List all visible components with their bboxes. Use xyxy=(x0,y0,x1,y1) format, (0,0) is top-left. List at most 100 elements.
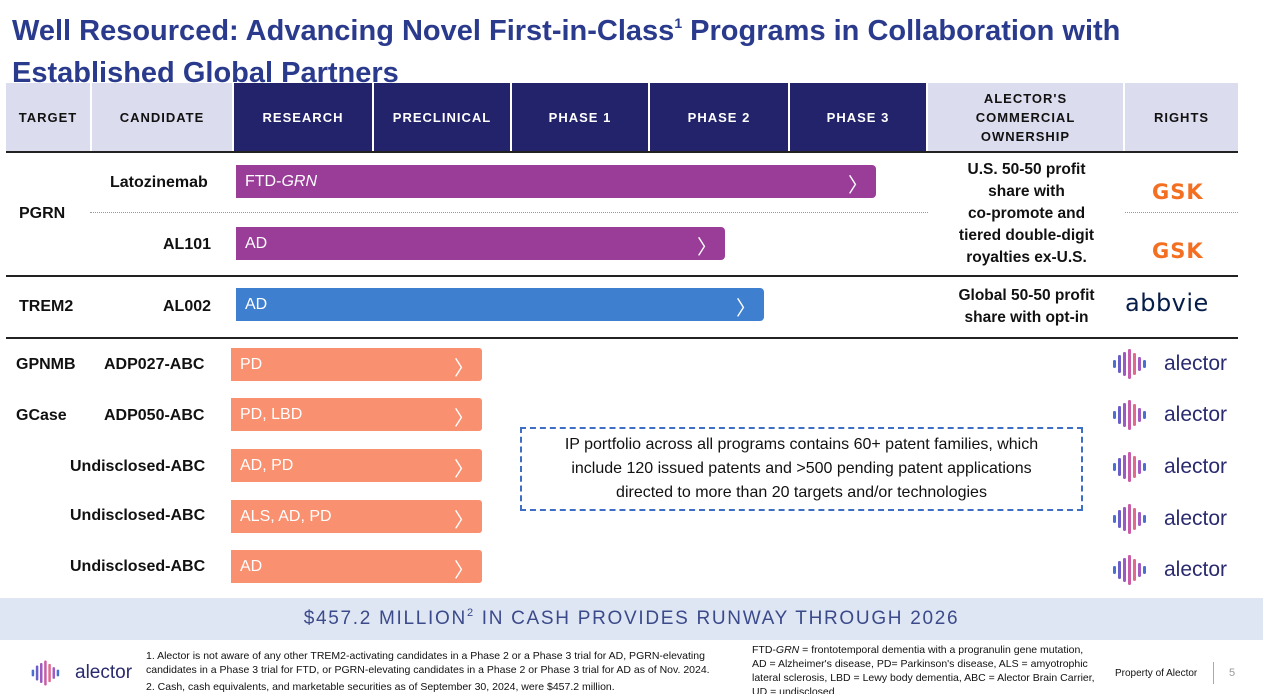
header-rights: RIGHTS xyxy=(1125,83,1238,151)
row-divider xyxy=(90,212,928,213)
abbvie-logo: abbvie xyxy=(1125,289,1209,317)
chevron-right-icon: 〉 xyxy=(697,235,717,259)
row-divider xyxy=(1125,212,1238,213)
ownership-line: share with opt-in xyxy=(964,309,1089,326)
chevron-right-icon: 〉 xyxy=(848,173,868,197)
header-preclinical: PRECLINICAL xyxy=(374,83,510,151)
footnote-line: 1. Alector is not aware of any other TRE… xyxy=(146,650,705,662)
alector-mark-icon xyxy=(1113,555,1146,585)
indication-label: ALS, AD, PD xyxy=(240,507,332,525)
ownership-line: co-promote and xyxy=(967,205,1086,222)
alector-wordmark: alector xyxy=(1164,455,1228,478)
table-rule xyxy=(6,337,1238,339)
indication-label: AD, PD xyxy=(240,456,294,474)
header-research: RESEARCH xyxy=(234,83,372,151)
program-bar-al101: AD 〉 xyxy=(236,227,725,260)
header-candidate: CANDIDATE xyxy=(92,83,232,151)
footnote-1: 1. Alector is not aware of any other TRE… xyxy=(146,649,736,677)
cash-runway-text: $457.2 MILLION2 IN CASH PROVIDES RUNWAY … xyxy=(0,607,1263,630)
header-target: TARGET xyxy=(6,83,90,151)
indication-label: PD, LBD xyxy=(240,405,303,423)
chevron-right-icon: 〉 xyxy=(454,457,474,481)
alector-logo: alector xyxy=(1111,450,1227,484)
target-trem2: TREM2 xyxy=(19,298,74,315)
abbr-line: lateral sclerosis, LBD = Lewy body demen… xyxy=(752,672,1095,684)
target-gcase: GCase xyxy=(16,407,67,424)
abbreviations: FTD-GRN = frontotemporal dementia with a… xyxy=(752,643,1112,694)
ownership-line: tiered double-digit xyxy=(958,227,1095,244)
program-bar-adp050: PD, LBD 〉 xyxy=(231,398,482,431)
page-title: Well Resourced: Advancing Novel First-in… xyxy=(12,2,1252,94)
candidate-undisclosed: Undisclosed-ABC xyxy=(70,558,206,575)
alector-logo: alector xyxy=(1111,398,1227,432)
alector-wordmark: alector xyxy=(1164,558,1228,581)
footnote-2: 2. Cash, cash equivalents, and marketabl… xyxy=(146,681,615,693)
chevron-right-icon: 〉 xyxy=(454,356,474,380)
page-number: 5 xyxy=(1229,667,1236,679)
alector-mark-icon xyxy=(1113,452,1146,482)
chevron-right-icon: 〉 xyxy=(454,508,474,532)
candidate-al101: AL101 xyxy=(163,236,212,253)
ownership-line: U.S. 50-50 profit xyxy=(967,161,1086,178)
alector-wordmark: alector xyxy=(1164,507,1228,530)
candidate-undisclosed: Undisclosed-ABC xyxy=(70,507,206,524)
abbr-term: FTD- xyxy=(752,644,776,656)
program-bar-latozinemab: FTD- GRN 〉 xyxy=(236,165,876,198)
abbr-line: FTD-GRN = frontotemporal dementia with a… xyxy=(752,643,1112,657)
gsk-logo: GSK xyxy=(1152,239,1204,263)
indication-gene: GRN xyxy=(281,172,317,190)
title-line1b: Programs in Collaboration with xyxy=(682,15,1121,47)
alector-wordmark: alector xyxy=(1164,352,1228,375)
chevron-right-icon: 〉 xyxy=(736,296,756,320)
alector-logo: alector xyxy=(1111,502,1227,536)
alector-mark-icon xyxy=(1113,400,1146,430)
cash-amount: $457.2 MILLION xyxy=(303,608,467,629)
ip-portfolio-callout: IP portfolio across all programs contain… xyxy=(520,427,1083,511)
target-gpnmb: GPNMB xyxy=(16,356,76,373)
title-footnote-ref: 1 xyxy=(674,15,683,31)
chevron-right-icon: 〉 xyxy=(454,558,474,582)
program-bar-al002: AD 〉 xyxy=(236,288,764,321)
ownership-line: share with xyxy=(988,183,1065,200)
cash-runway: IN CASH PROVIDES RUNWAY THROUGH 2026 xyxy=(474,608,960,629)
candidate-al002: AL002 xyxy=(163,298,212,315)
title-line1a: Well Resourced: Advancing Novel First-in… xyxy=(12,15,675,47)
indication-label: FTD- xyxy=(245,172,282,190)
ownership-pgrn: U.S. 50-50 profit share with co-promote … xyxy=(930,159,1123,269)
abbr-line: AD = Alzheimer's disease, PD= Parkinson'… xyxy=(752,658,1088,670)
program-bar-adp027: PD 〉 xyxy=(231,348,482,381)
table-rule xyxy=(6,151,1238,153)
footer-divider xyxy=(1213,662,1214,684)
candidate-adp050: ADP050-ABC xyxy=(104,407,205,424)
alector-logo: alector xyxy=(1111,553,1227,587)
header-phase1: PHASE 1 xyxy=(512,83,648,151)
cash-banner xyxy=(0,598,1263,640)
alector-mark-icon xyxy=(1113,504,1146,534)
footnote-line: candidates in a Phase 3 trial for FTD, o… xyxy=(146,664,710,676)
table-rule xyxy=(6,275,1238,277)
property-label: Property of Alector xyxy=(1115,668,1198,679)
gsk-logo: GSK xyxy=(1152,180,1204,204)
alector-wordmark: alector xyxy=(1164,403,1228,426)
candidate-latozinemab: Latozinemab xyxy=(110,174,208,191)
cash-footnote-ref: 2 xyxy=(466,607,475,619)
ip-line: include 120 issued patents and >500 pend… xyxy=(571,460,1032,477)
candidate-undisclosed: Undisclosed-ABC xyxy=(70,458,206,475)
header-phase3: PHASE 3 xyxy=(790,83,926,151)
footer-alector-logo: alector xyxy=(30,656,132,690)
alector-logo: alector xyxy=(1111,347,1227,381)
alector-mark-icon xyxy=(1113,349,1146,379)
indication-label: AD xyxy=(240,557,263,575)
abbr-line: UD = undisclosed xyxy=(752,686,835,694)
abbr-gene: GRN xyxy=(775,644,800,656)
program-bar-undisclosed-2: ALS, AD, PD 〉 xyxy=(231,500,482,533)
header-ownership-line1: ALECTOR'S xyxy=(983,90,1068,106)
indication-label: AD xyxy=(245,234,268,252)
program-bar-undisclosed-3: AD 〉 xyxy=(231,550,482,583)
indication-label: AD xyxy=(245,295,268,313)
footer-alector-wordmark: alector xyxy=(75,662,133,683)
header-ownership-line3: OWNERSHIP xyxy=(980,128,1071,144)
alector-mark-icon xyxy=(31,660,60,686)
target-pgrn: PGRN xyxy=(19,205,66,222)
header-ownership-line2: COMMERCIAL xyxy=(975,109,1076,125)
